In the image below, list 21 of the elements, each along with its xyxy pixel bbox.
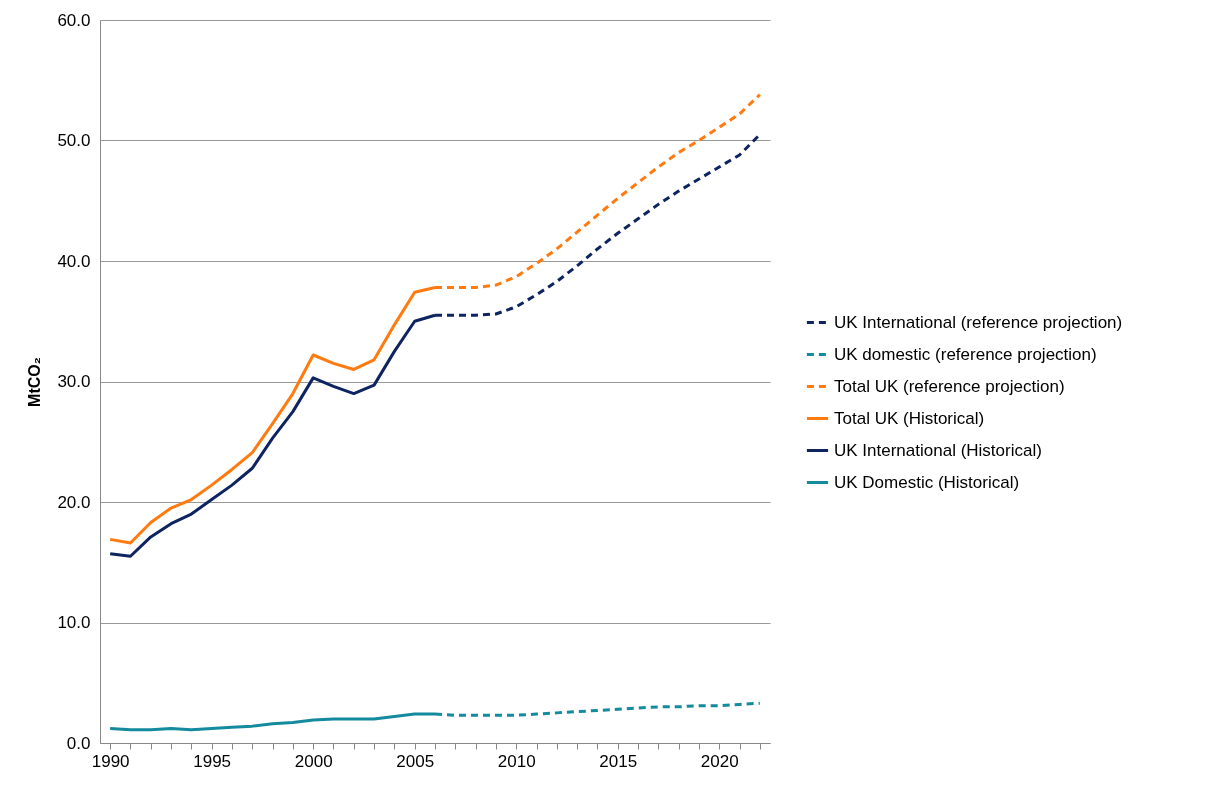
- y-tick-label: 30.0: [57, 372, 91, 391]
- x-tick-label: 2010: [497, 751, 536, 771]
- x-tick-label: 2015: [599, 751, 638, 771]
- legend-label: UK International (Historical): [834, 440, 1042, 460]
- y-tick-label: 60.0: [57, 10, 91, 30]
- legend-label: Total UK (reference projection): [834, 376, 1065, 396]
- legend-label: UK International (reference projection): [834, 312, 1123, 332]
- x-tick-label: 2000: [294, 751, 333, 771]
- x-tick-label: 2005: [396, 751, 435, 771]
- y-tick-label: 10.0: [57, 613, 91, 632]
- y-tick-label: 50.0: [57, 131, 91, 150]
- x-tick-label: 1990: [91, 751, 130, 771]
- legend-label: Total UK (Historical): [834, 408, 985, 428]
- legend-label: UK domestic (reference projection): [834, 344, 1097, 364]
- x-tick-label: 1995: [193, 751, 232, 771]
- legend-label: UK Domestic (Historical): [834, 472, 1020, 492]
- x-tick-label: 2020: [700, 751, 739, 771]
- y-tick-label: 40.0: [57, 251, 91, 271]
- y-tick-label: 20.0: [57, 492, 91, 512]
- y-tick-label: 0.0: [66, 733, 91, 753]
- y-axis-title: MtCO₂: [26, 357, 44, 407]
